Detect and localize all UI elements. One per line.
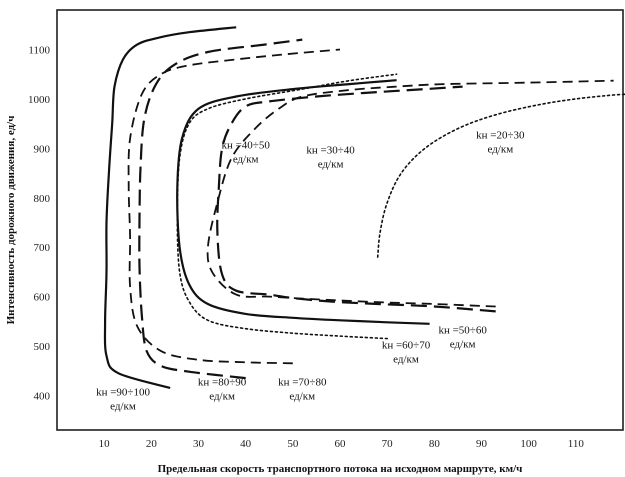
series-line — [176, 73, 398, 340]
x-tick-label: 80 — [429, 438, 441, 450]
series-label-unit: ед/км — [488, 143, 514, 155]
series-label-unit: ед/км — [318, 158, 344, 170]
y-tick-label: 600 — [34, 292, 51, 304]
x-tick-label: 40 — [240, 438, 252, 450]
y-tick-label: 1000 — [28, 94, 51, 106]
x-tick-label: 60 — [335, 438, 347, 450]
series-label-unit: ед/км — [110, 400, 136, 412]
x-tick-label: 50 — [287, 438, 299, 450]
series-label-unit: ед/км — [209, 391, 235, 403]
y-tick-label: 500 — [34, 341, 51, 353]
y-tick-label: 400 — [34, 390, 51, 402]
series-line — [206, 79, 614, 308]
series-group — [103, 26, 625, 390]
series-line — [176, 79, 430, 325]
series-line — [138, 38, 303, 380]
y-axis-title: Интенсивность дорожного движения, ед/ч — [5, 116, 17, 325]
series-label: kн =30÷40 — [306, 144, 355, 156]
x-tick-label: 10 — [99, 438, 111, 450]
series-label-unit: ед/км — [289, 391, 315, 403]
x-axis-ticks: 10 20 30 40 50 60 70 80 90 100 110 — [99, 438, 585, 450]
plot-frame — [56, 9, 624, 431]
series-label-unit: ед/км — [450, 339, 476, 351]
series-line — [127, 48, 341, 365]
x-tick-label: 20 — [146, 438, 158, 450]
series-label: kн =40÷50 — [221, 139, 270, 151]
series-label: kн =60÷70 — [382, 339, 431, 351]
series-label: kн =20÷30 — [476, 129, 525, 141]
series-label-unit: ед/км — [233, 153, 259, 165]
series-line — [103, 26, 237, 390]
annotations-group: kн =90÷100 ед/км kн =80÷90 ед/км kн =70÷80 ед… — [96, 129, 525, 412]
series-label-unit: ед/км — [393, 353, 419, 365]
x-tick-label: 70 — [382, 438, 394, 450]
y-tick-label: 900 — [34, 143, 51, 155]
y-axis-ticks: 400 500 600 700 800 900 1000 1100 — [28, 45, 51, 403]
x-tick-label: 110 — [568, 438, 585, 450]
series-label: kн =50÷60 — [438, 325, 487, 337]
x-tick-label: 90 — [476, 438, 488, 450]
y-tick-label: 1100 — [28, 45, 50, 57]
series-line — [216, 85, 496, 313]
x-tick-label: 30 — [193, 438, 205, 450]
y-tick-label: 800 — [34, 193, 51, 205]
x-axis-title: Предельная скорость транспортного потока… — [158, 463, 523, 475]
series-label: kн =90÷100 — [96, 386, 150, 398]
series-line — [376, 93, 625, 258]
y-tick-label: 700 — [34, 242, 51, 254]
x-tick-label: 100 — [520, 438, 537, 450]
series-label: kн =70÷80 — [278, 377, 327, 389]
series-label: kн =80÷90 — [198, 377, 247, 389]
